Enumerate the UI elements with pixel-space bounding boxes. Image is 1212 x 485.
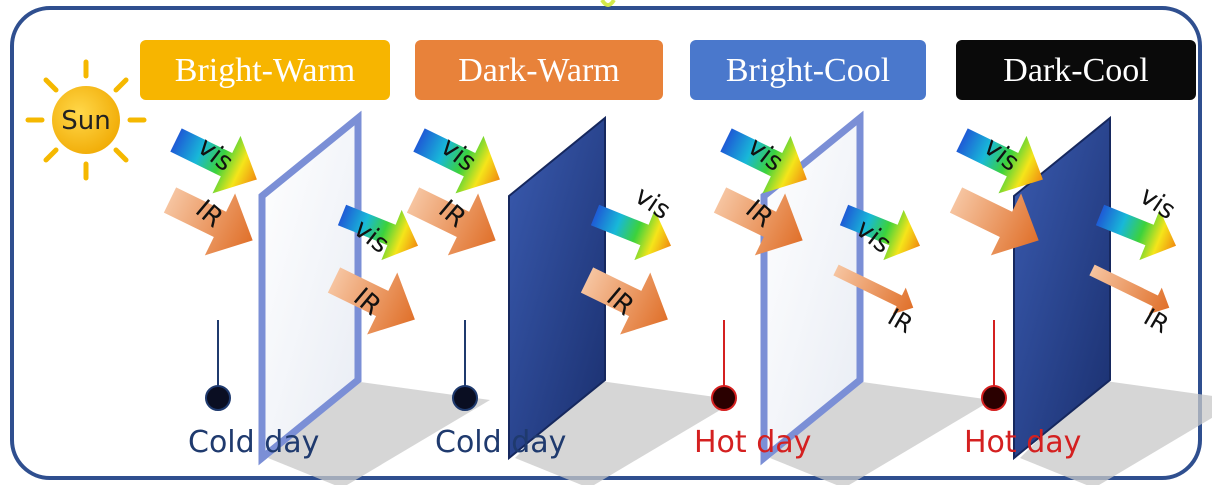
panel-title-badge [415, 40, 663, 100]
dark-pane [508, 115, 606, 461]
thermometer-bulb [205, 385, 231, 411]
thermometer-bulb [711, 385, 737, 411]
incoming-vis-arrow [720, 128, 807, 194]
outgoing-ir-arrow [1089, 264, 1170, 315]
day-label: Cold day [435, 425, 566, 460]
panel-title-badge [140, 40, 390, 100]
incoming-ir-arrow [406, 187, 496, 256]
panel-title: Dark-Warm [458, 52, 620, 89]
day-label: Cold day [188, 425, 319, 460]
outgoing-ir-arrow [833, 264, 914, 315]
dark-pane [1013, 115, 1111, 461]
thermometer-bulb [452, 385, 478, 411]
outgoing-ir-arrow [580, 267, 668, 335]
incoming-ir-arrow [949, 187, 1039, 256]
incoming-vis-arrow [956, 128, 1043, 194]
panel-title: Dark-Cool [1003, 52, 1148, 89]
outgoing-vis-arrow [839, 204, 921, 261]
thermometer-bulb [981, 385, 1007, 411]
incoming-ir-arrow [163, 187, 253, 256]
panel-title-badge [956, 40, 1196, 100]
panel-title: Bright-Warm [175, 52, 355, 89]
day-label: Hot day [964, 425, 1081, 460]
sun-icon: Sun [25, 59, 147, 181]
outgoing-vis-arrow [590, 204, 672, 261]
top-mark [600, 0, 616, 7]
incoming-vis-arrow [170, 128, 257, 194]
panel-title-badge [690, 40, 926, 100]
incoming-vis-arrow [413, 128, 500, 194]
panel-title: Bright-Cool [726, 52, 890, 89]
incoming-ir-arrow [713, 187, 803, 256]
outgoing-vis-arrow [1095, 204, 1177, 261]
outgoing-ir-arrow [327, 267, 415, 335]
sun-label: Sun [61, 106, 110, 136]
bright-pane [258, 110, 362, 466]
pane-shadow [1020, 380, 1212, 485]
outgoing-vis-arrow [337, 204, 419, 261]
day-label: Hot day [694, 425, 811, 460]
